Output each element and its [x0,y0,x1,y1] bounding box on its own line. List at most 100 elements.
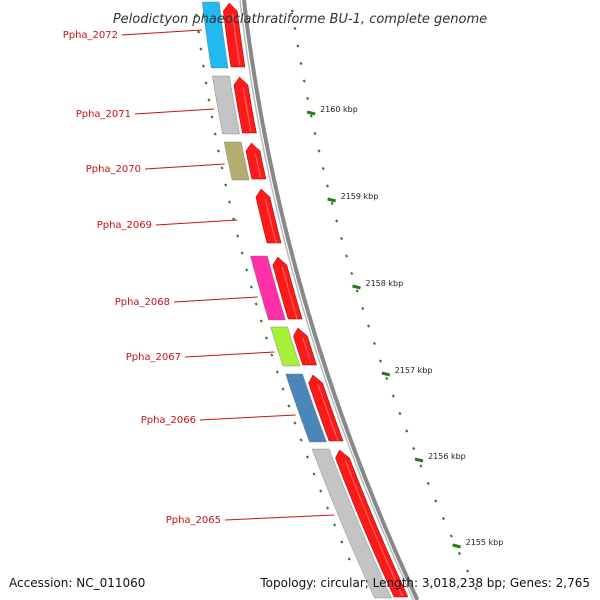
gene-label-Ppha_2070: Ppha_2070 [86,164,141,175]
minor-tick [302,79,306,83]
genome-summary-text: Topology: circular; Length: 3,018,238 bp… [259,576,590,590]
minor-tick [441,516,446,521]
inner-minor-tick [204,81,208,85]
gene-label-track: Ppha_2072 Ppha_2071 Ppha_2070 Ppha_2069 Ppha… [63,29,335,526]
gene-label-Ppha_2069: Ppha_2069 [97,220,152,231]
kbp-label-3: 2157 kbp [395,366,433,375]
minor-tick [378,359,383,363]
cds-highlight-Ppha_2065 [344,459,404,597]
minor-tick [317,149,321,153]
inner-minor-tick [201,64,206,68]
gene-label-Ppha_2068: Ppha_2068 [115,297,170,308]
inner-minor-tick [220,166,224,170]
inner-minor-tick [210,115,214,119]
cds-highlight-Ppha_2072 [231,12,241,66]
minor-tick [306,96,310,101]
gene-label-Ppha_2071: Ppha_2071 [76,109,131,120]
cds-highlight-Ppha_2069 [264,198,277,244]
minor-tick [366,324,371,328]
inner-minor-tick [281,387,285,391]
minor-tick [350,271,354,276]
cog-box-Ppha_2070 [223,141,250,181]
minor-tick [330,201,334,206]
kbp-label-1: 2159 kbp [341,192,379,201]
minor-tick [345,254,349,258]
cds-highlight-Ppha_2070 [254,152,261,178]
kbp-label-5: 2155 kbp [466,538,504,547]
cog-box-Ppha_2071 [212,75,240,135]
cog-box-Ppha_2065 [311,448,392,599]
leader-line-Ppha_2069 [155,219,238,226]
inner-minor-tick [199,47,203,51]
leader-line-Ppha_2065 [224,514,335,521]
minor-tick [449,534,453,538]
inner-minor-tick [326,506,330,510]
inner-minor-tick [293,421,297,425]
kbp-label-0: 2160 kbp [320,105,358,114]
minor-tick [385,376,389,381]
minor-tick [335,219,339,223]
cds-arrow-Ppha_2069 [255,188,282,244]
minor-tick [290,9,294,13]
cog-box-Ppha_2072 [201,1,229,69]
leader-line-Ppha_2071 [134,108,215,115]
major-tick-4 [414,457,424,463]
inner-minor-tick [254,302,258,306]
inner-minor-tick [319,489,323,493]
minor-tick [372,341,376,346]
leader-line-Ppha_2068 [173,296,258,303]
minor-tick [299,61,303,66]
cds-arrow-Ppha_2070 [245,142,267,180]
minor-tick [355,289,359,293]
inner-minor-tick [240,251,244,255]
inner-minor-tick [270,353,274,357]
minor-tick [474,586,478,591]
minor-tick [434,499,438,503]
inner-minor-tick [228,200,232,204]
gene-label-Ppha_2072: Ppha_2072 [63,30,118,41]
cds-highlight-Ppha_2067 [302,337,312,363]
gene-label-Ppha_2066: Ppha_2066 [141,415,196,426]
cds-arrow-Ppha_2067 [293,327,317,366]
inner-minor-tick [207,98,211,102]
inner-minor-tick [245,268,249,272]
minor-tick [426,481,430,486]
inner-minor-tick [213,132,217,136]
cds-arrow-Ppha_2065 [335,449,409,598]
inner-minor-tick [340,540,344,544]
inner-minor-tick [236,234,240,238]
cog-box-Ppha_2068 [250,255,286,321]
accession-text: Accession: NC_011060 [9,576,145,590]
inner-minor-tick [333,523,337,527]
cog-track [201,1,392,599]
minor-tick [296,44,300,48]
minor-tick [391,394,395,398]
inner-minor-tick [264,336,268,340]
minor-tick [361,306,365,311]
cog-box-Ppha_2066 [285,373,327,443]
cds-highlight-Ppha_2071 [242,86,252,132]
map-title: Pelodictyon phaeoclathratiforme BU-1, co… [113,12,487,27]
cds-arrow-Ppha_2071 [233,76,257,134]
minor-tick-group [194,9,478,591]
inner-minor-tick [249,285,253,289]
inner-minor-tick [312,472,316,476]
minor-tick [419,464,423,468]
major-tick-5 [452,543,461,549]
minor-tick [313,131,317,136]
minor-tick [398,411,402,416]
minor-tick [321,166,325,171]
inner-minor-tick [305,455,310,459]
kbp-scale: 2160 kbp 2159 kbp 2158 kbp 2157 kbp 2156 kbp… [306,105,504,549]
cds-arrow-Ppha_2072 [223,2,246,68]
inner-minor-tick [275,370,279,374]
leader-line-Ppha_2066 [199,414,296,421]
inner-minor-tick [299,438,303,442]
cog-box-Ppha_2067 [270,326,301,367]
minor-tick [293,26,297,31]
minor-tick [309,114,313,118]
minor-tick [325,184,330,188]
backbone-line [242,0,420,600]
minor-tick [457,551,461,556]
